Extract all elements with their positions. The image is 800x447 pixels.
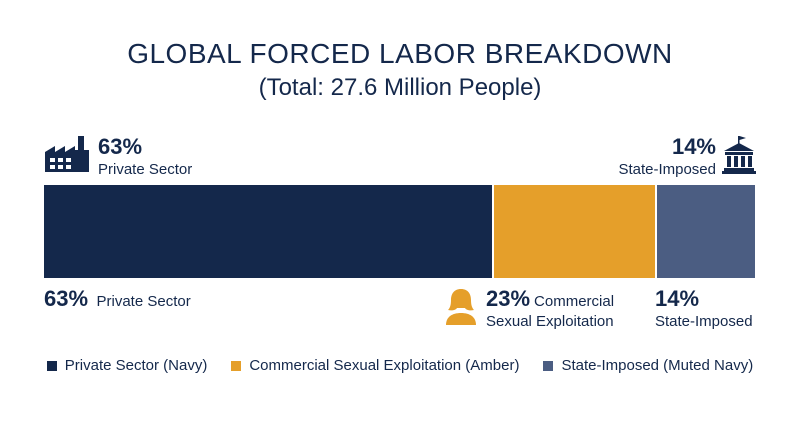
legend-label: State-Imposed (Muted Navy) — [561, 357, 754, 374]
chart-title: GLOBAL FORCED LABOR BREAKDOWN — [127, 38, 673, 69]
top-left-label: Private Sector — [98, 161, 193, 178]
bar-segment-state-imposed — [655, 185, 755, 278]
stacked-bar — [44, 185, 755, 278]
bottom-text-private: Private Sector — [96, 293, 191, 310]
legend-label: Commercial Sexual Exploitation (Amber) — [249, 357, 520, 374]
bottom-text-sexual-line1: Commercial — [534, 293, 615, 310]
top-left-pct: 63% — [98, 134, 143, 159]
bottom-pct-sexual: 23% — [486, 286, 531, 311]
top-right-label: State-Imposed — [618, 161, 716, 178]
legend-swatch — [46, 360, 57, 371]
bottom-text-state: State-Imposed — [655, 313, 753, 330]
legend-swatch — [543, 360, 554, 371]
chart-subtitle: (Total: 27.6 Million People) — [258, 74, 542, 101]
woman-icon — [444, 287, 478, 330]
legend-label: Private Sector (Navy) — [64, 357, 208, 374]
bottom-label-state: 14% State-Imposed — [655, 286, 753, 330]
bottom-pct-private: 63% — [44, 286, 89, 311]
legend-swatch — [231, 360, 242, 371]
government-building-icon — [722, 136, 756, 179]
top-right-callout: 14% State-Imposed — [556, 134, 756, 178]
bottom-label-sexual: 23% Commercial Sexual Exploitation — [486, 286, 614, 330]
factory-icon — [44, 136, 90, 177]
legend-item: State-Imposed (Muted Navy) — [543, 357, 753, 374]
bottom-text-sexual-line2: Sexual Exploitation — [486, 313, 614, 330]
bottom-pct-state: 14% — [655, 286, 700, 311]
bar-segment-commercial-sexual-exploitation — [491, 185, 656, 278]
top-right-pct: 14% — [671, 134, 716, 159]
legend-item: Commercial Sexual Exploitation (Amber) — [231, 357, 519, 374]
bar-segment-private-sector — [44, 185, 492, 278]
bottom-label-private: 63% Private Sector — [44, 286, 191, 312]
legend-item: Private Sector (Navy) — [46, 357, 208, 374]
legend: Private Sector (Navy) Commercial Sexual E… — [0, 357, 800, 374]
